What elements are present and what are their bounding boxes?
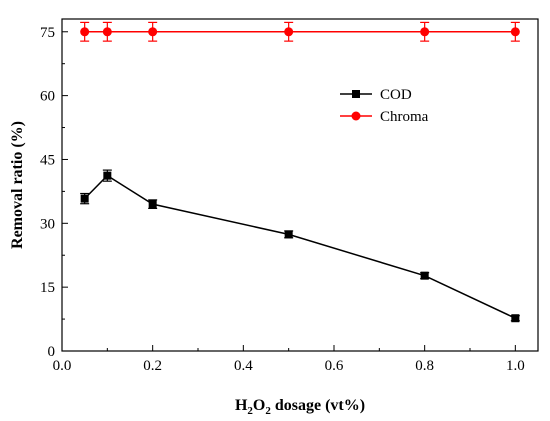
data-point-cod (284, 230, 293, 239)
data-point-cod (80, 194, 89, 203)
legend: COD Chroma (340, 87, 429, 125)
y-tick-label: 30 (40, 216, 55, 232)
y-tick-label: 15 (40, 280, 55, 296)
data-point-chroma (284, 27, 294, 37)
y-tick-label: 45 (40, 152, 55, 168)
x-tick-label: 0.2 (143, 358, 162, 374)
x-tick-label: 0.8 (415, 358, 434, 374)
data-point-chroma (510, 27, 520, 37)
x-axis-title: H2O2 dosage (vt%) (235, 397, 365, 417)
plot-frame (61, 18, 539, 352)
y-tick-label: 0 (48, 344, 56, 360)
legend-marker-chroma (351, 111, 361, 121)
axis-ticks: 0.0 0.2 0.4 0.6 0.8 1.0 0 15 30 45 60 75 (40, 25, 525, 374)
data-point-cod (420, 271, 429, 280)
series-layer (80, 21, 520, 323)
legend-label-chroma: Chroma (380, 109, 429, 125)
data-point-chroma (80, 27, 90, 37)
y-tick-label: 75 (40, 25, 55, 41)
series-line-cod (84, 174, 516, 319)
data-point-chroma (420, 27, 430, 37)
x-tick-label: 0.6 (325, 358, 344, 374)
data-point-cod (148, 200, 157, 209)
x-tick-label: 0.0 (53, 358, 72, 374)
data-point-chroma (102, 27, 112, 37)
data-point-chroma (148, 27, 158, 37)
legend-marker-cod (352, 90, 360, 98)
x-tick-label: 0.4 (234, 358, 253, 374)
data-point-cod (511, 314, 520, 323)
x-tick-label: 1.0 (506, 358, 525, 374)
y-axis-title: Removal ratio (%) (9, 121, 26, 249)
y-tick-label: 60 (40, 89, 55, 105)
data-point-cod (103, 171, 112, 180)
legend-label-cod: COD (380, 87, 412, 103)
